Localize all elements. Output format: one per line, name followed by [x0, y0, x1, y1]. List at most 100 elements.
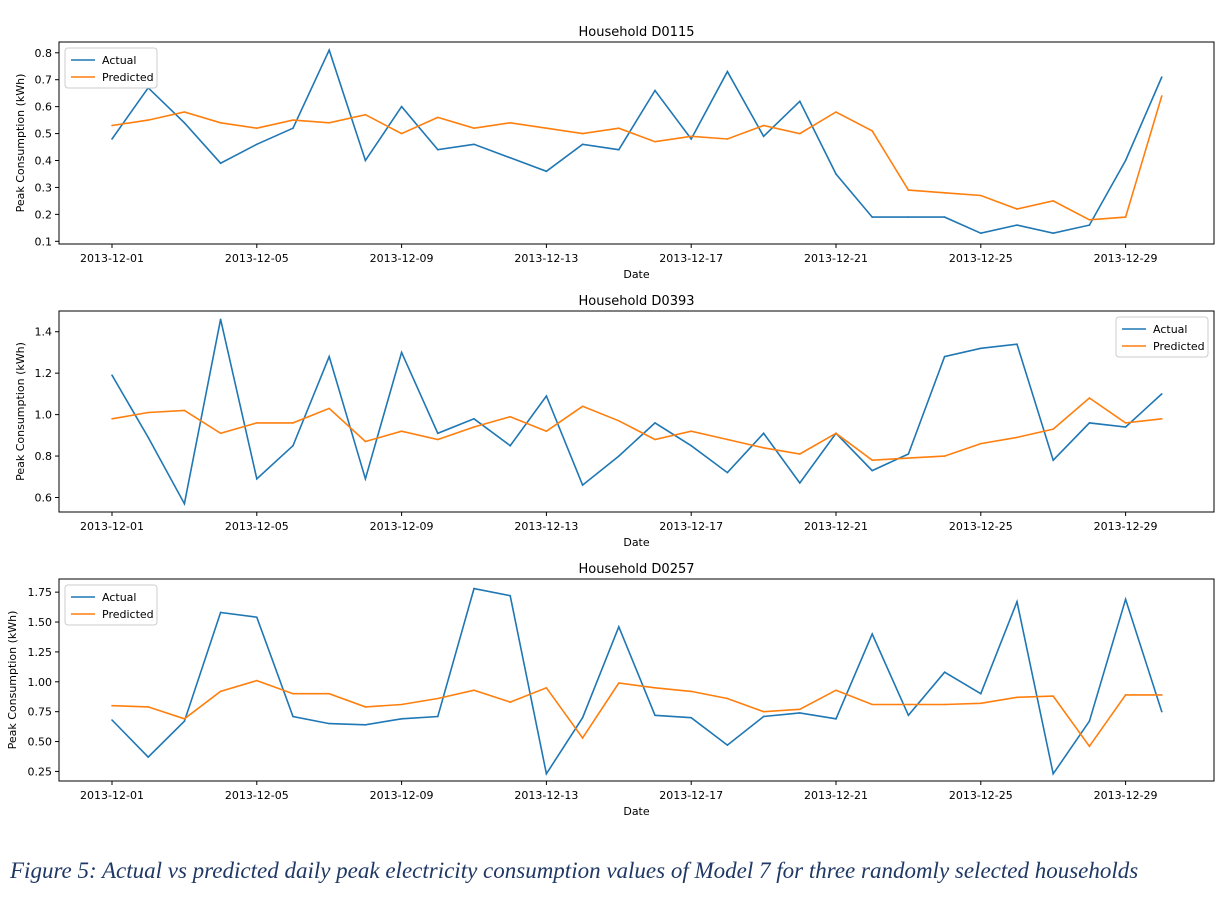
- data-point-predicted: [1161, 417, 1163, 420]
- data-point-predicted: [1124, 694, 1127, 696]
- data-point-predicted: [690, 430, 692, 432]
- x-tick-label: 2013-12-13: [514, 520, 578, 533]
- data-point-predicted: [364, 706, 367, 708]
- data-point-predicted: [183, 718, 186, 720]
- data-point-actual: [473, 143, 475, 146]
- data-point-predicted: [943, 703, 946, 706]
- x-tick-label: 2013-12-09: [370, 520, 434, 533]
- x-tick-label: 2013-12-05: [225, 252, 289, 265]
- x-tick-label: 2013-12-09: [370, 252, 434, 265]
- data-point-actual: [545, 170, 548, 173]
- legend-box: [64, 584, 158, 626]
- y-tick-label: 0.6: [35, 491, 53, 504]
- data-point-actual: [1161, 710, 1163, 713]
- data-point-predicted: [799, 708, 801, 711]
- data-point-predicted: [907, 457, 910, 459]
- data-point-predicted: [400, 132, 403, 135]
- legend: Actual Predicted: [1115, 316, 1209, 358]
- data-point-actual: [1124, 159, 1127, 162]
- y-tick-label: 0.75: [28, 706, 53, 719]
- data-point-actual: [871, 633, 873, 635]
- data-point-actual: [581, 143, 584, 146]
- data-point-predicted: [364, 113, 367, 116]
- data-point-predicted: [400, 430, 403, 432]
- legend-label-actual: Actual: [102, 591, 136, 604]
- data-point-predicted: [292, 119, 294, 121]
- data-point-actual: [726, 471, 729, 474]
- data-point-actual: [871, 469, 873, 472]
- chart-title: Household D0115: [578, 25, 694, 40]
- data-point-predicted: [1124, 216, 1127, 218]
- legend: Actual Predicted: [64, 584, 158, 626]
- series-line-actual: [111, 319, 1163, 507]
- data-point-predicted: [690, 135, 692, 138]
- legend-box: [1115, 316, 1209, 358]
- data-point-predicted: [1124, 422, 1127, 424]
- chart-panel-1: Household D0115 0.1 0.2 0.3 0.4 0.5 0.6 0.7 0.8 2…: [14, 25, 1215, 281]
- data-point-actual: [690, 138, 692, 140]
- data-point-actual: [1016, 600, 1018, 603]
- x-tick-label: 2013-12-01: [80, 789, 144, 802]
- data-point-actual: [328, 49, 331, 51]
- data-point-predicted: [799, 453, 801, 455]
- data-point-actual: [111, 138, 113, 140]
- x-tick-label: 2013-12-25: [949, 789, 1013, 802]
- y-tick-label: 0.1: [35, 235, 53, 248]
- data-point-predicted: [364, 440, 367, 443]
- data-point-predicted: [871, 459, 873, 461]
- data-point-predicted: [328, 692, 331, 695]
- data-point-actual: [509, 444, 512, 447]
- y-tick-label: 0.7: [35, 74, 53, 87]
- data-point-actual: [1088, 224, 1091, 226]
- data-point-predicted: [980, 702, 982, 705]
- data-point-actual: [943, 355, 946, 358]
- y-tick-label: 0.3: [35, 181, 53, 194]
- data-point-predicted: [183, 111, 186, 113]
- data-point-actual: [1124, 426, 1127, 428]
- data-point-predicted: [111, 417, 113, 420]
- data-point-actual: [1052, 232, 1054, 235]
- data-point-actual: [907, 714, 910, 717]
- y-tick-label: 0.25: [28, 765, 53, 778]
- data-point-predicted: [799, 132, 801, 135]
- x-tick-label: 2013-12-01: [80, 520, 144, 533]
- data-point-predicted: [255, 422, 258, 424]
- data-point-predicted: [654, 438, 656, 441]
- chart-title: Household D0393: [578, 294, 694, 309]
- x-tick-label: 2013-12-17: [659, 252, 723, 265]
- y-tick-label: 1.2: [35, 367, 53, 380]
- data-point-actual: [255, 143, 258, 146]
- data-point-predicted: [835, 689, 837, 691]
- data-point-predicted: [183, 409, 186, 412]
- data-point-predicted: [328, 122, 331, 124]
- data-point-actual: [509, 157, 512, 159]
- x-tick-label: 2013-12-29: [1094, 789, 1158, 802]
- data-point-actual: [835, 718, 837, 720]
- y-tick-label: 1.0: [35, 409, 53, 422]
- x-axis-label: Date: [623, 268, 650, 281]
- data-point-predicted: [943, 192, 946, 194]
- legend-label-predicted: Predicted: [1153, 340, 1205, 353]
- data-point-predicted: [1088, 397, 1091, 399]
- y-tick-label: 1.25: [28, 646, 53, 659]
- legend-label-predicted: Predicted: [102, 71, 154, 84]
- data-point-actual: [147, 756, 149, 758]
- data-point-actual: [943, 671, 946, 674]
- data-point-predicted: [980, 442, 982, 445]
- x-tick-label: 2013-12-13: [514, 789, 578, 802]
- data-point-actual: [581, 484, 584, 486]
- data-point-predicted: [509, 701, 512, 703]
- data-point-actual: [1052, 773, 1054, 775]
- data-point-predicted: [219, 122, 222, 124]
- legend-label-actual: Actual: [102, 54, 136, 67]
- y-tick-label: 1.75: [28, 586, 53, 599]
- data-point-actual: [364, 478, 367, 480]
- y-axis-label: Peak Consumption (kWh): [6, 611, 19, 750]
- data-point-predicted: [581, 737, 584, 739]
- data-point-predicted: [726, 438, 729, 441]
- series-line-predicted: [111, 95, 1163, 221]
- data-point-predicted: [726, 697, 729, 700]
- data-point-actual: [1088, 422, 1091, 424]
- data-point-actual: [328, 722, 331, 725]
- data-point-actual: [1088, 720, 1091, 723]
